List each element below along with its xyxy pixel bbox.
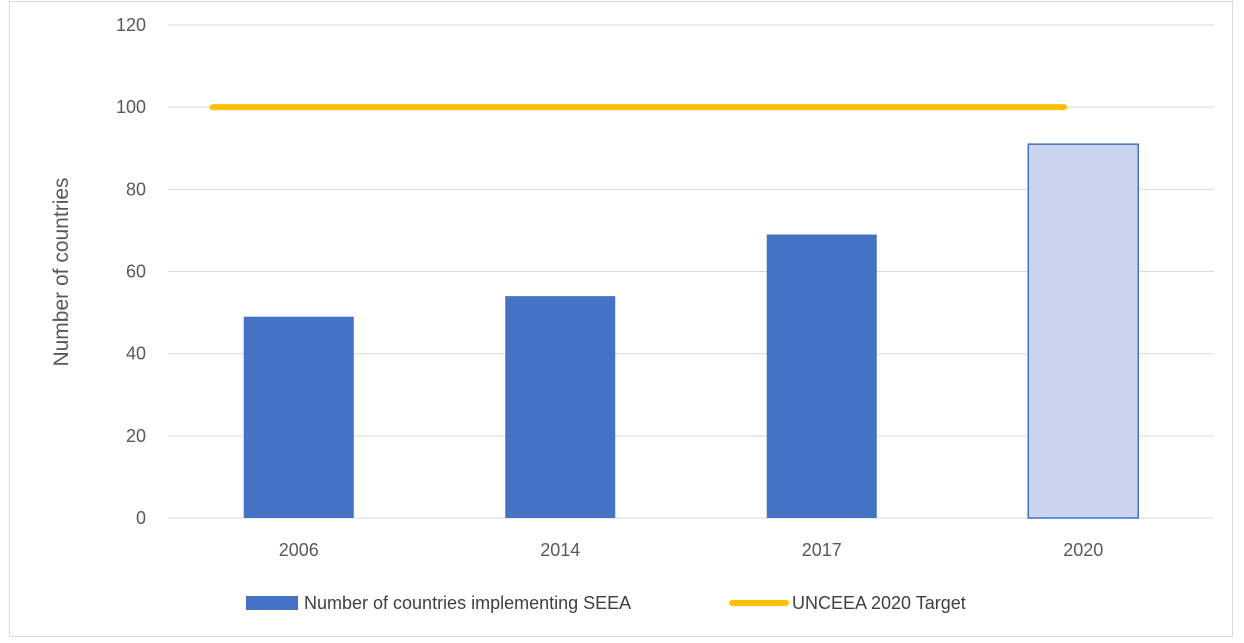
legend-bar-swatch [246, 596, 298, 610]
y-axis-title: Number of countries [50, 177, 73, 366]
y-tick-label: 20 [126, 426, 146, 446]
legend-bar-label: Number of countries implementing SEEA [304, 593, 631, 613]
y-tick-label: 60 [126, 262, 146, 282]
x-tick-label: 2014 [540, 540, 580, 560]
y-tick-labels: 0 20 40 60 80 100 120 [116, 15, 146, 528]
y-tick-label: 100 [116, 97, 146, 117]
bar-2017 [766, 234, 877, 518]
y-tick-label: 120 [116, 15, 146, 35]
bar-2020 [1027, 143, 1139, 519]
y-tick-label: 80 [126, 179, 146, 199]
legend: Number of countries implementing SEEA UN… [246, 593, 966, 613]
x-tick-label: 2020 [1063, 540, 1103, 560]
bar-2006 [243, 316, 354, 518]
bars [243, 143, 1139, 519]
y-tick-label: 40 [126, 344, 146, 364]
x-tick-label: 2006 [279, 540, 319, 560]
bar-2014 [505, 296, 616, 518]
x-tick-labels: 2006 2014 2017 2020 [279, 540, 1104, 560]
legend-target-label: UNCEEA 2020 Target [792, 593, 966, 613]
x-tick-label: 2017 [802, 540, 842, 560]
y-tick-label: 0 [136, 508, 146, 528]
